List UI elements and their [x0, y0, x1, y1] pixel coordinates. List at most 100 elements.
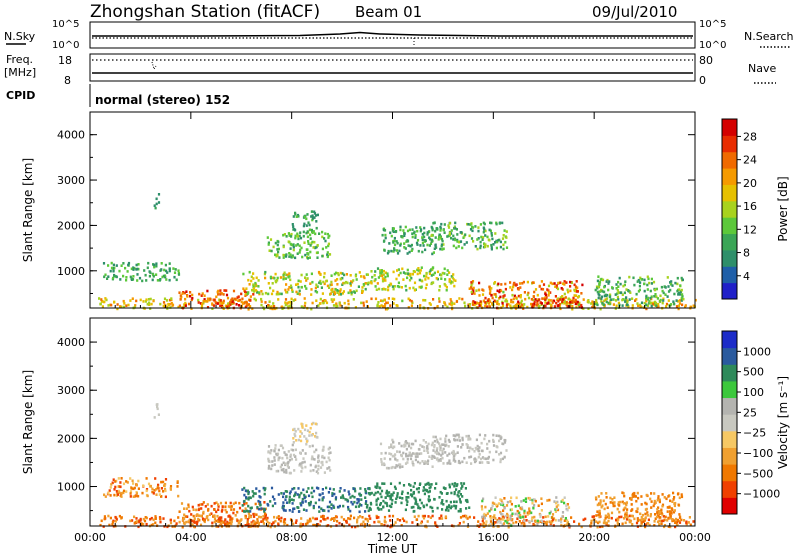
power-cell — [549, 291, 552, 294]
velocity-cell — [304, 465, 307, 469]
power-cell — [362, 301, 365, 305]
velocity-cell — [510, 502, 513, 506]
velocity-cell — [424, 441, 427, 444]
velocity-cell — [247, 510, 250, 513]
power-cell — [611, 286, 614, 289]
velocity-cell — [354, 505, 358, 509]
velocity-cell — [289, 453, 292, 457]
velocity-cell — [431, 514, 434, 518]
velocity-cell — [150, 516, 153, 520]
power-cell — [393, 239, 396, 243]
power-cell — [643, 282, 646, 286]
velocity-cell — [389, 482, 393, 485]
velocity-cell — [492, 444, 496, 447]
velocity-cell — [448, 452, 451, 456]
power-cell — [479, 240, 482, 244]
velocity-cell — [218, 516, 222, 519]
power-cell — [665, 305, 668, 308]
velocity-cell — [244, 514, 247, 518]
power-cell — [451, 276, 454, 280]
power-cell — [448, 271, 451, 274]
power-cell — [184, 301, 187, 305]
power-cell — [445, 285, 448, 289]
velocity-cell — [665, 497, 668, 501]
power-cell — [99, 302, 102, 306]
velocity-cell — [653, 492, 656, 495]
power-cell — [563, 302, 566, 305]
power-cell — [382, 287, 385, 291]
velocity-cell — [448, 440, 451, 443]
power-cell — [681, 303, 684, 307]
power-cell — [130, 267, 133, 271]
velocity-cell — [484, 457, 488, 461]
power-cell — [451, 301, 454, 305]
velocity-cell — [328, 452, 331, 455]
power-cell — [486, 305, 489, 308]
power-cell — [147, 298, 151, 301]
velocity-cell — [380, 458, 383, 461]
power-cell — [171, 304, 174, 307]
power-cell — [237, 295, 240, 298]
nsky-frame — [89, 21, 696, 49]
power-cell — [270, 292, 274, 296]
power-cell — [374, 285, 377, 288]
power-cell — [319, 302, 322, 305]
power-cell — [402, 271, 405, 274]
velocity-cell — [267, 457, 270, 461]
velocity-cell — [318, 505, 321, 509]
power-cell — [267, 282, 270, 285]
power-cell — [374, 270, 377, 273]
velocity-cell — [213, 508, 216, 511]
velocity-cell — [205, 516, 208, 520]
velocity-cell — [280, 516, 283, 520]
velocity-cell — [595, 514, 598, 517]
power-cell — [505, 305, 508, 308]
power-cell — [617, 301, 620, 305]
velocity-cell — [566, 523, 569, 526]
power-cell — [311, 218, 314, 222]
velocity-cell — [528, 520, 531, 523]
velocity-cell — [427, 498, 430, 501]
velocity-cell — [356, 498, 359, 501]
power-cell — [110, 261, 113, 265]
power-cell — [101, 305, 104, 308]
velocity-cell — [328, 466, 331, 469]
power-cell — [578, 305, 581, 309]
velocity-cell — [306, 521, 309, 525]
velocity-cell — [418, 452, 421, 456]
velocity-cell — [222, 521, 225, 524]
power-cell — [303, 215, 306, 219]
velocity-cell — [628, 520, 631, 524]
power-cell — [415, 241, 419, 245]
velocity-cell — [422, 486, 425, 489]
velocity-cell — [284, 509, 287, 512]
velocity-cell — [428, 486, 431, 490]
power-cell — [662, 299, 665, 302]
power-cell — [559, 298, 562, 301]
power-cell — [440, 273, 443, 277]
power-cell — [677, 304, 680, 308]
velocity-cell — [432, 449, 435, 452]
velocity-cell — [314, 422, 317, 426]
power-cell — [383, 249, 386, 252]
power-cell — [135, 299, 138, 303]
power-cell — [435, 277, 438, 280]
power-cell — [357, 285, 360, 288]
power-cell — [353, 291, 356, 294]
velocity-cell — [321, 488, 324, 491]
velocity-cell — [465, 507, 468, 510]
velocity-cell — [258, 502, 261, 505]
power-cell — [315, 220, 318, 223]
power-cell — [646, 296, 649, 300]
velocity-cell — [112, 519, 115, 523]
power-cell — [387, 285, 390, 289]
velocity-cell — [273, 449, 276, 453]
power-cell — [592, 302, 595, 306]
power-cell — [300, 246, 303, 250]
power-cell — [518, 304, 521, 308]
power-cell — [517, 300, 520, 304]
power-cell — [231, 300, 234, 303]
power-cell — [410, 304, 413, 307]
velocity-cell — [99, 523, 102, 527]
velocity-cell — [308, 520, 311, 523]
